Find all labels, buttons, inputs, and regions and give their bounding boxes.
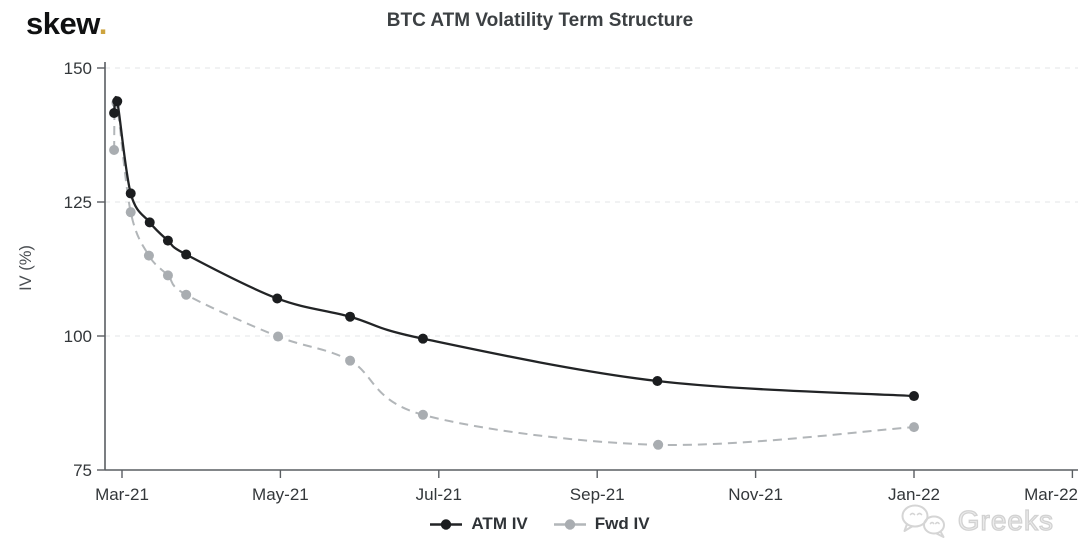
atm-iv-point-3[interactable] bbox=[144, 217, 155, 228]
chart-legend: ATM IV Fwd IV bbox=[0, 514, 1080, 534]
atm-iv-point-0[interactable] bbox=[109, 108, 120, 119]
atm-iv-point-5[interactable] bbox=[181, 249, 192, 260]
fwd-iv-legend-marker-icon bbox=[553, 518, 586, 530]
atm-iv-point-6[interactable] bbox=[272, 293, 283, 304]
greeks-watermark: Greeks bbox=[899, 500, 1054, 542]
fwd-iv-point-10[interactable] bbox=[909, 422, 919, 433]
atm-iv-point-9[interactable] bbox=[652, 376, 663, 387]
fwd-iv-point-6[interactable] bbox=[273, 331, 284, 342]
atm-iv-line bbox=[112, 95, 915, 398]
fwd-iv-point-7[interactable] bbox=[345, 355, 356, 366]
chart-title: BTC ATM Volatility Term Structure bbox=[386, 10, 694, 31]
fwd-iv-point-9[interactable] bbox=[653, 439, 664, 450]
y-tick-label-125: 125 bbox=[64, 193, 92, 212]
x-tick-label-Nov-21: Nov-21 bbox=[728, 485, 783, 504]
atm-iv-point-2[interactable] bbox=[125, 188, 136, 199]
y-tick-label-100: 100 bbox=[64, 327, 92, 346]
x-tick-label-Jul-21: Jul-21 bbox=[416, 485, 462, 504]
atm-iv-point-8[interactable] bbox=[417, 333, 428, 344]
x-tick-label-Sep-21: Sep-21 bbox=[570, 485, 625, 504]
legend-item-fwd-iv[interactable]: Fwd IV bbox=[553, 514, 650, 534]
atm-iv-legend-marker-icon bbox=[430, 518, 463, 530]
atm-iv-point-4[interactable] bbox=[162, 235, 173, 246]
legend-label-atm-iv: ATM IV bbox=[471, 514, 528, 533]
skew-logo: skew. bbox=[26, 6, 107, 42]
watermark-text: Greeks bbox=[957, 504, 1054, 536]
y-tick-label-150: 150 bbox=[64, 59, 92, 78]
fwd-iv-point-2[interactable] bbox=[125, 207, 136, 218]
atm-iv-point-1[interactable] bbox=[112, 96, 123, 107]
y-axis-title: IV (%) bbox=[17, 245, 35, 291]
fwd-iv-point-3[interactable] bbox=[143, 250, 154, 261]
legend-item-atm-iv[interactable]: ATM IV bbox=[430, 514, 528, 534]
y-tick-label-75: 75 bbox=[73, 461, 92, 480]
x-tick-label-Mar-22: Mar-22 bbox=[1024, 485, 1078, 504]
fwd-iv-point-8[interactable] bbox=[417, 409, 428, 420]
skew-logo-gold-dot-icon: . bbox=[98, 6, 108, 41]
chart-header: skew. BTC ATM Volatility Term Structure bbox=[0, 0, 1080, 50]
x-tick-label-Mar-21: Mar-21 bbox=[95, 485, 149, 504]
atm-iv-point-7[interactable] bbox=[345, 311, 356, 322]
fwd-iv-point-0[interactable] bbox=[109, 145, 120, 156]
x-tick-label-Jan-22: Jan-22 bbox=[888, 485, 940, 504]
wechat-chat-bubbles-icon bbox=[901, 504, 945, 538]
atm-iv-point-10[interactable] bbox=[909, 391, 919, 402]
legend-label-fwd-iv: Fwd IV bbox=[594, 514, 650, 533]
fwd-iv-point-5[interactable] bbox=[181, 289, 192, 300]
fwd-iv-point-4[interactable] bbox=[162, 270, 173, 281]
x-tick-label-May-21: May-21 bbox=[252, 485, 309, 504]
skew-logo-text: skew bbox=[26, 6, 99, 41]
fwd-iv-line bbox=[113, 100, 915, 446]
